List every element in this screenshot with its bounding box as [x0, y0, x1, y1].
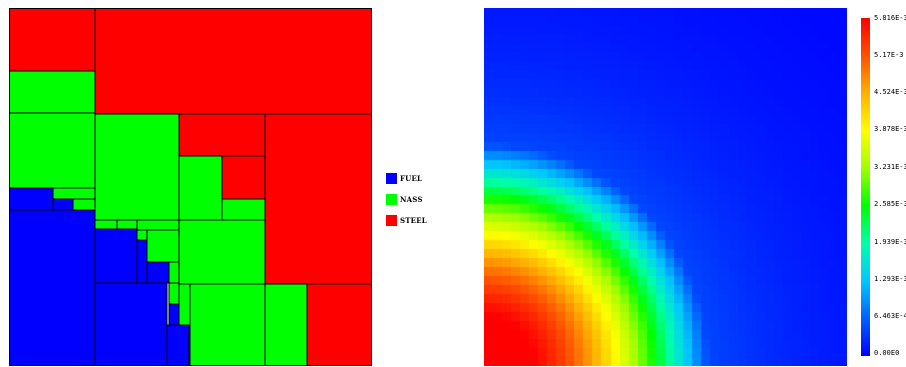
colorbar-tick-label: 5.816E-3	[874, 14, 906, 22]
fuel-region	[136, 239, 148, 284]
nass-region	[9, 70, 96, 114]
nass-region	[94, 113, 180, 221]
legend-label: STEEL	[400, 215, 427, 225]
fuel-region	[52, 198, 74, 211]
nass-regions	[9, 70, 308, 366]
legend-item-fuel: FUEL	[386, 172, 427, 184]
legend-label: FUEL	[400, 173, 423, 183]
nass-region	[221, 198, 266, 221]
fuel-region	[168, 303, 180, 326]
nass-region	[168, 282, 180, 305]
nass-region	[116, 219, 138, 230]
steel-swatch	[386, 214, 397, 226]
nass-region	[52, 187, 96, 200]
fuel-region	[9, 207, 96, 366]
steel-region	[178, 113, 266, 157]
nass-region	[178, 155, 223, 221]
legend-item-steel: STEEL	[386, 214, 427, 226]
steel-region	[221, 155, 266, 200]
fuel-region	[94, 282, 168, 366]
steel-region	[264, 113, 372, 285]
plot-border	[9, 8, 372, 366]
fuel-regions	[9, 187, 190, 366]
nass-region	[178, 219, 266, 285]
nass-swatch	[386, 193, 397, 205]
nass-region	[189, 283, 266, 366]
nass-region	[72, 198, 96, 211]
colorbar-tick-label: 2.585E-3	[874, 200, 906, 208]
steel-region	[9, 8, 96, 72]
colorbar-tick-label: 5.17E-3	[874, 51, 904, 59]
legend-item-nass: NASS	[386, 193, 427, 205]
material-legend: FUEL NASS STEEL	[386, 172, 427, 235]
fuel-region	[166, 324, 190, 366]
colorbar-tick-label: 1.293E-3	[874, 275, 906, 283]
material-layout-plot	[9, 8, 372, 366]
nass-region	[94, 219, 118, 230]
steel-regions	[9, 8, 372, 366]
fuel-swatch	[386, 172, 397, 184]
colorbar-gradient	[861, 18, 870, 356]
colorbar-tick-label: 3.231E-3	[874, 163, 906, 171]
nass-region	[9, 112, 96, 189]
steel-region	[306, 283, 372, 366]
nass-region	[168, 261, 180, 284]
colorbar-tick-label: 1.939E-3	[874, 238, 906, 246]
colorbar-tick-label: 6.463E-4	[874, 312, 906, 320]
nass-region	[178, 283, 191, 326]
flux-heatmap	[484, 8, 847, 366]
steel-region	[94, 8, 372, 115]
nass-region	[136, 219, 180, 231]
fuel-region	[146, 261, 170, 284]
fuel-region	[9, 187, 54, 211]
colorbar-tick-label: 4.524E-3	[874, 88, 906, 96]
colorbar-tick-label: 3.878E-3	[874, 125, 906, 133]
legend-label: NASS	[400, 194, 423, 204]
nass-region	[136, 229, 148, 241]
colorbar-tick-label: 0.00E0	[874, 349, 900, 357]
fuel-region	[94, 228, 138, 284]
nass-region	[264, 283, 308, 366]
nass-region	[146, 229, 180, 263]
